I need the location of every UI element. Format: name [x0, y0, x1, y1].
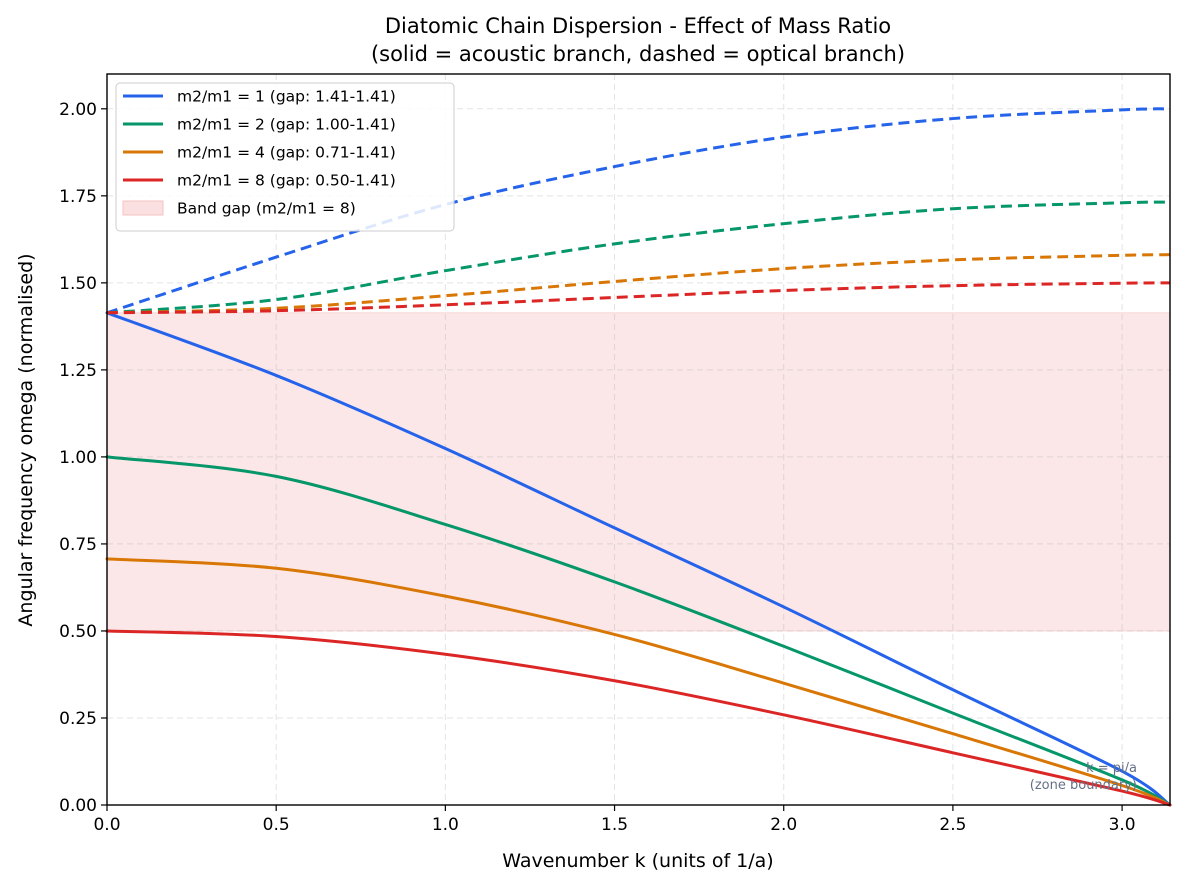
series-3-optical-line	[106, 253, 1171, 315]
chart-title: Diatomic Chain Dispersion - Effect of Ma…	[385, 14, 891, 38]
x-tick-label: 0.5	[263, 815, 290, 835]
series-3-acoustic-line	[105, 557, 1172, 807]
series-1-acoustic-line	[105, 311, 1172, 807]
x-tick-label: 1.5	[601, 815, 628, 835]
legend-label-2: m2/m1 = 2 (gap: 1.00-1.41)	[177, 116, 396, 134]
zone-boundary-note-line2: (zone boundary)	[1030, 778, 1137, 793]
x-tick-label: 1.0	[432, 815, 459, 835]
x-tick-label: 0.0	[93, 815, 120, 835]
y-tick-label: 2.00	[59, 100, 97, 120]
y-tick-label: 1.75	[59, 187, 97, 207]
legend-frame	[115, 82, 455, 232]
x-axis-label: Wavenumber k (units of 1/a)	[502, 850, 773, 872]
series-4-acoustic-line	[105, 629, 1172, 807]
series-2-optical-line	[106, 200, 1171, 315]
legend-label-3: m2/m1 = 4 (gap: 0.71-1.41)	[177, 144, 396, 162]
series-2-acoustic-line	[105, 455, 1172, 807]
legend-label-4: m2/m1 = 8 (gap: 0.50-1.41)	[177, 172, 396, 190]
y-tick-label: 0.50	[59, 622, 97, 642]
series-layer	[105, 107, 1172, 807]
plot-frame	[106, 73, 1171, 806]
y-tick-label: 1.50	[59, 274, 97, 294]
y-tick-label: 0.00	[59, 796, 97, 816]
y-tick-label: 0.25	[59, 709, 97, 729]
legend: m2/m1 = 1 (gap: 1.41-1.41) m2/m1 = 2 (gap…	[115, 82, 455, 232]
y-tick-label: 0.75	[59, 535, 97, 555]
y-axis-label: Angular frequency omega (normalised)	[15, 253, 37, 626]
x-tick-label: 3.0	[1109, 815, 1136, 835]
legend-label-band: Band gap (m2/m1 = 8)	[177, 200, 356, 218]
y-ticks: 0.00 0.25 0.50 0.75 1.00 1.25 1.50 1.75 2.00	[59, 100, 107, 816]
zone-boundary-note-line1: k = pi/a	[1086, 761, 1137, 776]
legend-label-1: m2/m1 = 1 (gap: 1.41-1.41)	[177, 88, 396, 106]
y-tick-label: 1.00	[59, 448, 97, 468]
series-4-optical-line	[106, 281, 1171, 315]
chart-subtitle: (solid = acoustic branch, dashed = optic…	[371, 42, 905, 66]
x-ticks: 0.0 0.5 1.0 1.5 2.0 2.5 3.0	[93, 805, 1136, 835]
band-gap-region	[106, 312, 1171, 632]
y-tick-label: 1.25	[59, 361, 97, 381]
band-layer	[106, 312, 1171, 632]
legend-swatch-band	[122, 200, 164, 216]
x-tick-label: 2.0	[770, 815, 797, 835]
x-tick-label: 2.5	[939, 815, 966, 835]
